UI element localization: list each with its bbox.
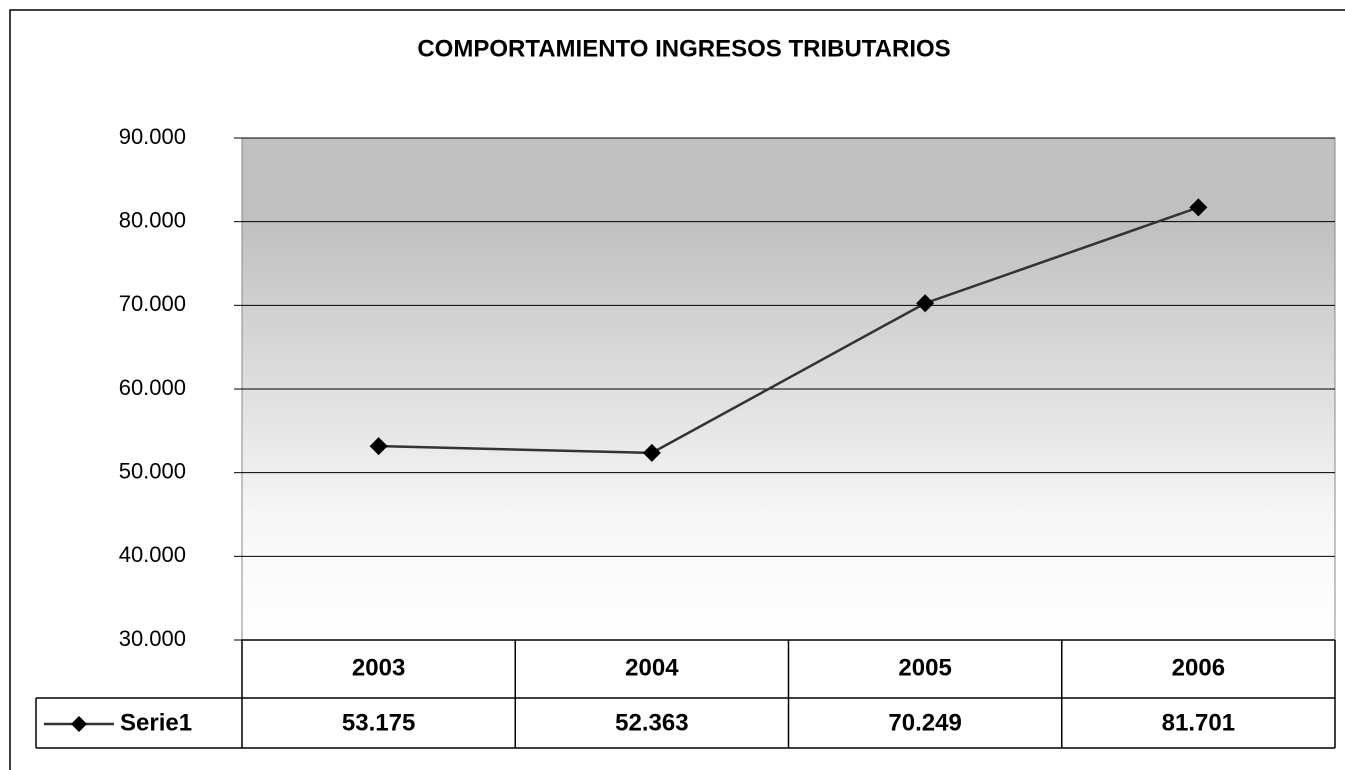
legend-label: Serie1 <box>120 709 192 736</box>
legend-marker <box>71 716 87 732</box>
y-tick-label: 70.000 <box>119 291 186 316</box>
data-point <box>642 443 661 462</box>
table-value: 70.249 <box>888 709 961 736</box>
x-tick-label: 2005 <box>898 654 951 681</box>
data-point <box>1189 198 1208 217</box>
chart-title: COMPORTAMIENTO INGRESOS TRIBUTARIOS <box>417 35 950 62</box>
series-line <box>378 206 1199 455</box>
x-tick-label: 2006 <box>1172 654 1225 681</box>
y-tick-label: 30.000 <box>119 626 186 651</box>
data-point <box>916 294 935 313</box>
table-value: 52.363 <box>615 709 688 736</box>
table-value: 53.175 <box>342 709 415 736</box>
y-tick-label: 60.000 <box>119 375 186 400</box>
y-tick-label: 50.000 <box>119 458 186 483</box>
y-tick-label: 90.000 <box>119 124 186 149</box>
data-point <box>369 437 388 456</box>
chart-frame <box>9 9 1345 770</box>
x-tick-label: 2003 <box>352 654 405 681</box>
x-tick-label: 2004 <box>625 654 679 681</box>
y-tick-label: 40.000 <box>119 542 186 567</box>
table-value: 81.701 <box>1162 709 1235 736</box>
y-tick-label: 80.000 <box>119 207 186 232</box>
